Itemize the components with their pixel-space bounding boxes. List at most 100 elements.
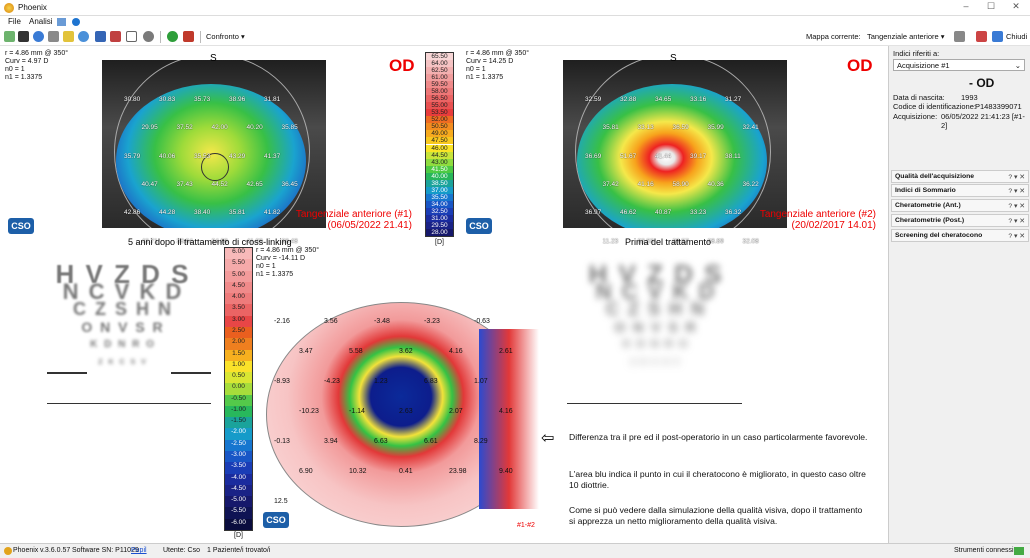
curvature-scale-cell: 58.00 bbox=[426, 88, 453, 96]
panel-controls[interactable]: ? ▾ ✕ bbox=[1008, 218, 1025, 225]
map2-eye-image[interactable] bbox=[563, 60, 787, 228]
status-green-icon[interactable] bbox=[167, 31, 178, 42]
eye-icon[interactable] bbox=[95, 31, 106, 42]
curvature-scale: 65.50 64.00 62.50 61.00 59.50 58.00 56.50 55.00… bbox=[425, 52, 454, 237]
map2-value: 36.59 bbox=[672, 124, 689, 132]
zoom-icon[interactable] bbox=[78, 31, 89, 42]
map2-outer-ring bbox=[575, 60, 771, 228]
difference-value: -4.23 bbox=[324, 378, 340, 385]
map2-value: 35.81 bbox=[602, 124, 619, 132]
map-icon[interactable] bbox=[33, 31, 44, 42]
sidebar-panel[interactable]: Qualità dell'acquisizione ? ▾ ✕ bbox=[891, 170, 1029, 183]
compare-dropdown[interactable]: Confronto ▾ bbox=[206, 32, 245, 41]
difference-scale-cell: -1.00 bbox=[225, 405, 252, 418]
acuity-base-line bbox=[567, 403, 742, 404]
panel-controls[interactable]: ? ▾ ✕ bbox=[1008, 188, 1025, 195]
curvature-scale-cell: 40.00 bbox=[426, 172, 453, 180]
menu-file[interactable]: File bbox=[8, 17, 21, 26]
difference-map[interactable] bbox=[264, 299, 544, 529]
undo-icon[interactable] bbox=[976, 31, 987, 42]
compare-label: Confronto bbox=[206, 32, 239, 41]
difference-value: 4.16 bbox=[449, 348, 463, 355]
map1-eye-image[interactable] bbox=[102, 60, 326, 228]
keratometry-icon[interactable] bbox=[110, 31, 121, 42]
pupil-link[interactable]: Pupil bbox=[131, 547, 147, 554]
sidebar-panel[interactable]: Indici di Sommario ? ▾ ✕ bbox=[891, 184, 1029, 197]
difference-scale-cell: 1.50 bbox=[225, 349, 252, 361]
difference-value: 23.98 bbox=[449, 468, 467, 475]
export-icon[interactable] bbox=[18, 31, 29, 42]
ring-icon[interactable] bbox=[126, 31, 137, 42]
curvature-scale-cell: 28.00 bbox=[426, 228, 453, 236]
main-area: r = 4.86 mm @ 350° Curv = 4.97 D n0 = 1 … bbox=[0, 46, 888, 543]
difference-value: -8.93 bbox=[274, 378, 290, 385]
pupil-icon[interactable] bbox=[63, 31, 74, 42]
close-app-icon[interactable] bbox=[992, 31, 1003, 42]
panel-controls[interactable]: ? ▾ ✕ bbox=[1008, 233, 1025, 240]
menu-analysis[interactable]: Analisi bbox=[29, 17, 53, 26]
difference-scale-cell: 2.50 bbox=[225, 326, 252, 339]
curvature-scale-unit: [D] bbox=[435, 239, 444, 246]
sidebar-panel[interactable]: Screening del cheratocono ? ▾ ✕ bbox=[891, 229, 1029, 242]
sidebar-panel-label: Cheratometrie (Ant.) bbox=[895, 202, 961, 209]
tools-icon[interactable] bbox=[954, 31, 965, 42]
close-label[interactable]: Chiudi bbox=[1006, 32, 1028, 41]
curvature-scale-cell: 56.50 bbox=[426, 95, 453, 103]
difference-scale-cell: 5.00 bbox=[225, 270, 252, 282]
map1-value: 30.80 bbox=[124, 96, 141, 103]
map2-value: 41.16 bbox=[637, 181, 654, 188]
difference-scale-cell: 3.00 bbox=[225, 315, 252, 327]
sidebar-panel-label: Indici di Sommario bbox=[895, 187, 956, 194]
map1-value: 37.52 bbox=[176, 124, 193, 132]
window-title: Phoenix bbox=[18, 3, 47, 12]
status-user: Utente: Cso bbox=[163, 547, 200, 554]
map2-value: 58.90 bbox=[672, 181, 689, 188]
map1-value: 40.20 bbox=[246, 124, 263, 132]
sidebar-panel[interactable]: Cheratometrie (Ant.) ? ▾ ✕ bbox=[891, 199, 1029, 212]
separator bbox=[160, 31, 161, 43]
map1-value: 30.48 bbox=[281, 237, 298, 245]
note-paragraph-1: Differenza tra il pre ed il post-operato… bbox=[569, 432, 868, 442]
current-map-dropdown[interactable]: Tangenziale anteriore ▾ bbox=[867, 32, 945, 41]
map2-value: 46.62 bbox=[620, 209, 637, 217]
acquisition-select[interactable]: Acquisizione #1 ⌄ bbox=[893, 59, 1025, 71]
map1-value: 40.47 bbox=[141, 181, 158, 188]
map2-value: 36.32 bbox=[725, 209, 742, 217]
panel-controls[interactable]: ? ▾ ✕ bbox=[1008, 174, 1025, 181]
map1-value: 36.45 bbox=[281, 181, 298, 188]
sidebar-panel[interactable]: Cheratometrie (Post.) ? ▾ ✕ bbox=[891, 214, 1029, 227]
network-icon[interactable] bbox=[57, 18, 66, 26]
curvature-scale-cell: 31.00 bbox=[426, 214, 453, 222]
map1-value: 42.00 bbox=[211, 124, 228, 132]
acuity-after-row: Z K C S V bbox=[98, 359, 148, 366]
map2-orientation-s: S bbox=[670, 53, 677, 64]
map2-value: 39.57 bbox=[672, 237, 689, 245]
difference-value: 3.47 bbox=[299, 348, 313, 355]
map1-value: 38.40 bbox=[194, 209, 211, 217]
acuity-marker-line bbox=[47, 372, 87, 374]
panel-controls[interactable]: ? ▾ ✕ bbox=[1008, 203, 1025, 210]
curvature-scale-cell: 35.50 bbox=[426, 193, 453, 201]
superman-icon[interactable] bbox=[183, 31, 194, 42]
settings-icon[interactable] bbox=[143, 31, 154, 42]
map1-value: 35.53 bbox=[194, 152, 211, 160]
menu-bar: File Analisi bbox=[0, 16, 1030, 28]
difference-scale-cell: -5.50 bbox=[225, 507, 252, 519]
info-icon[interactable] bbox=[72, 18, 80, 26]
difference-value: 10.32 bbox=[349, 468, 367, 475]
difference-value: 4.16 bbox=[499, 408, 513, 415]
minimize-button[interactable]: – bbox=[963, 1, 969, 11]
layout-icon[interactable] bbox=[4, 31, 15, 42]
curvature-scale-cell: 65.50 bbox=[426, 53, 453, 61]
curvature-scale-cell: 34.00 bbox=[426, 200, 453, 208]
print-icon[interactable] bbox=[48, 31, 59, 42]
sidebar-panel-label: Cheratometrie (Post.) bbox=[895, 217, 965, 224]
difference-edge bbox=[479, 329, 539, 509]
arrow-left-icon: ⇦ bbox=[541, 430, 555, 447]
map2-value: 32.59 bbox=[585, 96, 602, 103]
acuity-before-row: C Z S H N bbox=[605, 299, 706, 319]
difference-value: -10.23 bbox=[299, 408, 319, 415]
maximize-button[interactable]: ☐ bbox=[986, 1, 996, 11]
close-window-button[interactable]: ✕ bbox=[1012, 1, 1020, 11]
difference-scale-cell: -5.00 bbox=[225, 496, 252, 508]
